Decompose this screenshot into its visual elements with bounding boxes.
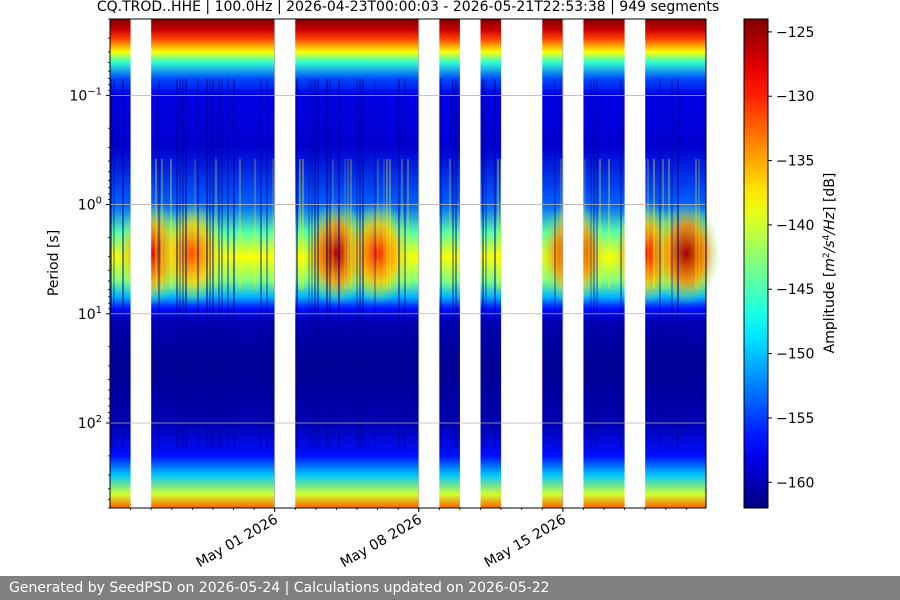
y-tick-label: 10−1 [69, 86, 102, 104]
colorbar-tick-label: −140 [776, 218, 814, 234]
colorbar: −125 −130 −135 −140 −145 −150 −155 −160 [743, 18, 814, 509]
footer-text: Generated by SeedPSD on 2026-05-24 | Cal… [9, 580, 550, 596]
plot-frame [109, 18, 707, 509]
colorbar-scale [743, 18, 769, 509]
colorbar-tick-label: −150 [776, 347, 814, 363]
data-gap [130, 19, 152, 508]
data-gap [418, 19, 440, 508]
x-axis: May 01 2026 May 08 2026 May 15 2026 [130, 508, 687, 572]
colorbar-tick-label: −160 [776, 475, 814, 491]
chart-title: CQ.TROD..HHE | 100.0Hz | 2026-04-23T00:0… [97, 0, 719, 15]
x-tick-label: May 08 2026 [338, 512, 425, 572]
high-amplitude-band [343, 201, 412, 306]
high-amplitude-band [652, 201, 721, 306]
data-gap [459, 19, 481, 508]
y-axis: 10−1 100 101 102 [69, 18, 110, 509]
data-gap [501, 19, 543, 508]
x-tick-label: May 15 2026 [482, 512, 569, 572]
y-tick-label: 102 [78, 414, 102, 432]
y-tick-label: 100 [78, 196, 102, 214]
colorbar-tick-label: −130 [776, 89, 814, 105]
colorbar-tick-label: −135 [776, 154, 814, 170]
colorbar-tick-label: −145 [776, 282, 814, 298]
data-gap [624, 19, 646, 508]
high-amplitude-band [158, 201, 227, 306]
data-gap [562, 19, 584, 508]
colorbar-tick-label: −125 [776, 25, 814, 41]
y-tick-label: 101 [78, 305, 102, 323]
psd-chart: CQ.TROD..HHE | 100.0Hz | 2026-04-23T00:0… [46, 0, 838, 572]
colorbar-label: Amplitude [m2/s4/Hz] [dB] [822, 173, 838, 354]
footer-bar: Generated by SeedPSD on 2026-05-24 | Cal… [0, 576, 900, 600]
colorbar-tick-label: −155 [776, 411, 814, 427]
data-gap [274, 19, 296, 508]
x-tick-label: May 01 2026 [194, 512, 281, 572]
y-axis-label: Period [s] [46, 230, 62, 296]
